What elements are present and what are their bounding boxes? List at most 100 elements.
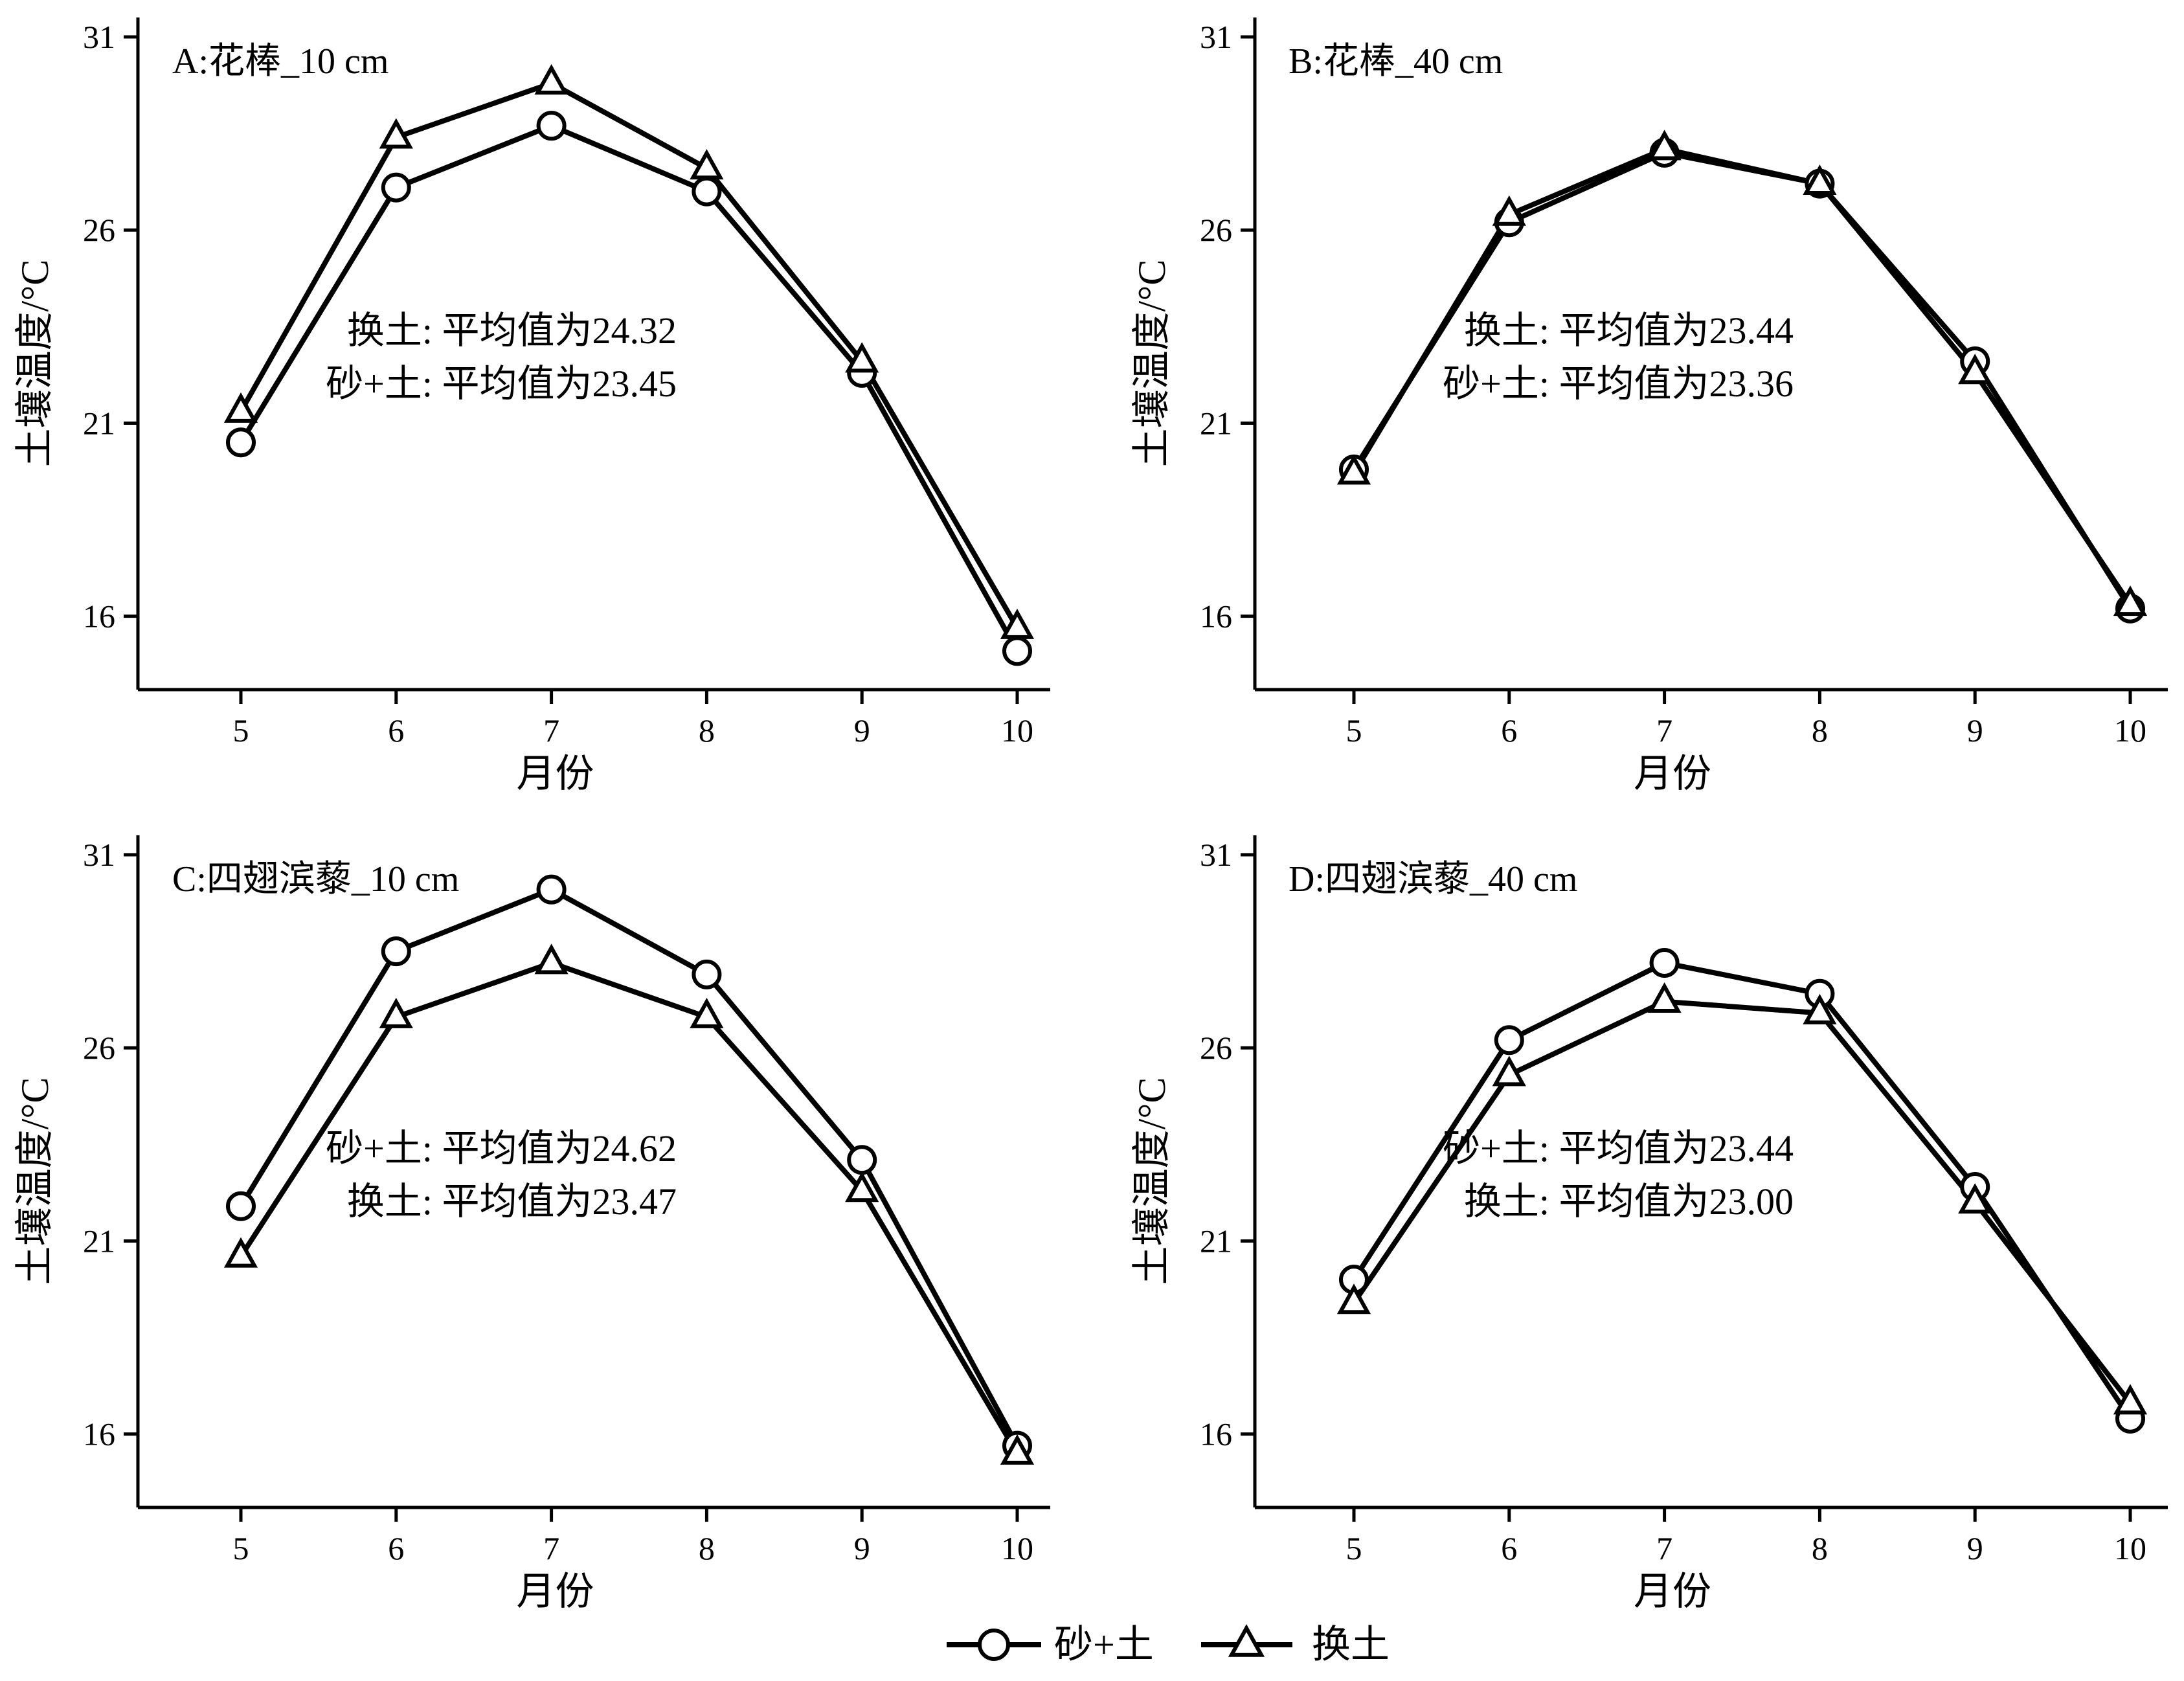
data-point-sand-soil — [692, 176, 722, 207]
data-point-replaced-soil — [2113, 1384, 2148, 1415]
data-point-replaced-soil — [1958, 1183, 1992, 1214]
y-tick-label: 31 — [1200, 837, 1232, 873]
data-point-replaced-soil — [1803, 993, 1837, 1024]
series-line-replaced-soil — [1351, 146, 2133, 607]
mean-annotation: 砂+土: 平均值为23.36 — [1443, 363, 1794, 405]
y-tick-label: 16 — [83, 598, 115, 635]
data-point-sand-soil — [1649, 948, 1680, 978]
data-point-replaced-soil — [1336, 1283, 1371, 1314]
data-point-sand-soil — [536, 874, 567, 905]
x-tick-label: 9 — [854, 712, 870, 749]
panel-title: B:花棒_40 cm — [1289, 41, 1503, 82]
y-tick-label: 26 — [1200, 212, 1232, 248]
y-tick-label: 26 — [83, 1030, 115, 1066]
series-line-replaced-soil — [1351, 998, 2133, 1405]
data-point-replaced-soil — [1958, 354, 1992, 385]
y-tick-label: 26 — [83, 212, 115, 248]
data-point-replaced-soil — [223, 392, 258, 423]
data-point-replaced-soil — [379, 997, 413, 1028]
data-point-replaced-soil — [1492, 1055, 1526, 1087]
x-tick-label: 5 — [233, 1530, 249, 1566]
data-point-replaced-soil — [845, 342, 879, 373]
x-tick-label: 6 — [388, 1530, 404, 1566]
mean-annotation: 砂+土: 平均值为23.45 — [326, 363, 677, 405]
data-point-sand-soil — [226, 427, 256, 458]
data-point-replaced-soil — [1647, 130, 1682, 161]
x-tick-label: 8 — [699, 1530, 715, 1566]
x-tick-label: 6 — [388, 712, 404, 749]
chart-panel-d: 16 21 26 31 5 6 7 8 9 10 月份 土壤温度/°C D:四翅滨藜_40 cm 砂+土:… — [1131, 835, 2168, 1613]
y-tick-label: 26 — [1200, 1030, 1232, 1066]
data-point-replaced-soil — [1000, 608, 1035, 639]
x-tick-label: 8 — [699, 712, 715, 749]
x-tick-label: 9 — [854, 1530, 870, 1566]
mean-annotation: 砂+土: 平均值为23.44 — [1443, 1127, 1794, 1169]
chart-panel-b: 16 21 26 31 5 6 7 8 9 10 月份 土壤温度/°C B:花棒_40 cm 换土: 平均… — [1131, 17, 2168, 795]
mean-annotation: 换土: 平均值为23.00 — [1464, 1180, 1794, 1223]
x-tick-label: 7 — [543, 712, 559, 749]
data-point-replaced-soil — [379, 118, 413, 149]
panel-title: D:四翅滨藜_40 cm — [1289, 859, 1577, 899]
x-tick-label: 5 — [1346, 1530, 1362, 1566]
y-tick-label: 16 — [83, 1416, 115, 1452]
series-line-sand-soil — [1351, 960, 2133, 1421]
x-axis-title: 月份 — [517, 1570, 594, 1613]
data-point-replaced-soil — [1647, 982, 1682, 1013]
y-tick-label: 16 — [1200, 598, 1232, 635]
y-tick-label: 31 — [83, 837, 115, 873]
x-tick-label: 7 — [1656, 1530, 1672, 1566]
data-point-replaced-soil — [1336, 454, 1371, 485]
x-tick-label: 5 — [1346, 712, 1362, 749]
series-line-replaced-soil — [238, 80, 1020, 629]
x-tick-label: 9 — [1967, 1530, 1983, 1566]
data-point-sand-soil — [536, 111, 567, 141]
data-point-replaced-soil — [223, 1237, 258, 1268]
x-tick-label: 7 — [1656, 712, 1672, 749]
x-tick-label: 8 — [1812, 1530, 1828, 1566]
data-point-sand-soil — [226, 1191, 256, 1221]
x-axis-title: 月份 — [1634, 752, 1711, 795]
mean-annotation: 换土: 平均值为23.44 — [1464, 310, 1794, 352]
data-point-sand-soil — [381, 936, 411, 967]
y-axis-title: 土壤温度/°C — [1131, 260, 1173, 468]
y-tick-label: 16 — [1200, 1416, 1232, 1452]
data-point-replaced-soil — [690, 149, 724, 180]
mean-annotation: 换土: 平均值为24.32 — [347, 310, 677, 352]
panel-title: A:花棒_10 cm — [172, 41, 388, 82]
x-tick-label: 8 — [1812, 712, 1828, 749]
x-tick-label: 9 — [1967, 712, 1983, 749]
data-point-replaced-soil — [1000, 1434, 1035, 1465]
legend-triangle-marker-icon — [1228, 1624, 1265, 1657]
data-point-replaced-soil — [2113, 585, 2148, 616]
x-tick-label: 10 — [1001, 712, 1033, 749]
y-tick-label: 21 — [1200, 405, 1232, 441]
chart-panel-c: 16 21 26 31 5 6 7 8 9 10 月份 土壤温度/°C C:四翅滨藜_10 cm 砂+土:… — [14, 835, 1050, 1613]
x-tick-label: 7 — [543, 1530, 559, 1566]
y-axis-title: 土壤温度/°C — [14, 1077, 56, 1285]
series-line-replaced-soil — [238, 960, 1020, 1455]
y-tick-label: 21 — [83, 405, 115, 441]
legend: 砂+土 换土 — [947, 1623, 1390, 1666]
series-line-sand-soil — [238, 122, 1020, 653]
mean-annotation: 砂+土: 平均值为24.62 — [326, 1127, 677, 1169]
legend-label-sand-soil: 砂+土 — [1054, 1623, 1154, 1666]
x-tick-label: 5 — [233, 712, 249, 749]
data-point-replaced-soil — [534, 63, 569, 95]
x-tick-label: 6 — [1501, 712, 1517, 749]
y-tick-label: 31 — [83, 19, 115, 55]
x-tick-label: 10 — [2114, 1530, 2146, 1566]
panel-title: C:四翅滨藜_10 cm — [172, 859, 459, 899]
data-point-sand-soil — [1002, 636, 1032, 666]
data-point-sand-soil — [692, 959, 722, 989]
y-tick-label: 31 — [1200, 19, 1232, 55]
x-axis-title: 月份 — [517, 752, 594, 795]
y-tick-label: 21 — [1200, 1223, 1232, 1259]
data-point-sand-soil — [847, 1145, 877, 1175]
data-point-replaced-soil — [1803, 164, 1837, 196]
y-axis-title: 土壤温度/°C — [1131, 1077, 1173, 1285]
x-tick-label: 10 — [1001, 1530, 1033, 1566]
mean-annotation: 换土: 平均值为23.47 — [347, 1180, 677, 1223]
y-tick-label: 21 — [83, 1223, 115, 1259]
series-line-sand-soil — [238, 886, 1020, 1447]
